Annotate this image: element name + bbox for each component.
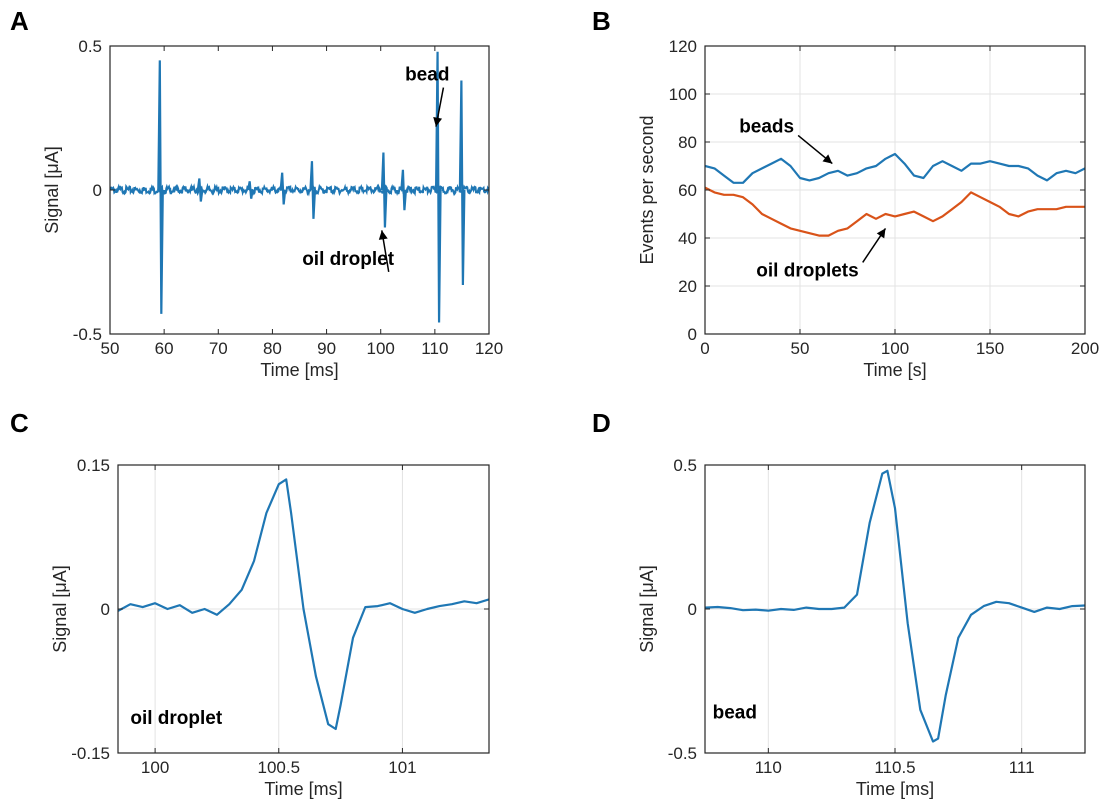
panel-b-xlabel: Time [s] — [863, 360, 926, 380]
panel-a-xtick-label-0: 50 — [101, 339, 120, 358]
panel-b-xtick-label-0: 0 — [700, 339, 709, 358]
panel-a-ytick-label-0: -0.5 — [73, 325, 102, 344]
panel-c-xtick-label-2: 101 — [388, 758, 416, 777]
panel-a-ytick-label-1: 0 — [93, 181, 102, 200]
panel-a-chart: 50 60 70 80 90 100 110 120 -0.5 0 0.5 Time [ms] Sign… — [42, 37, 503, 380]
panel-a-spike-6 — [400, 169, 408, 211]
panel-b-arrow-head-0 — [822, 154, 833, 164]
panel-d-ylabel: Signal [μA] — [637, 565, 657, 652]
panel-d-series-0 — [705, 469, 1085, 743]
panel-b-xtick-label-4: 200 — [1071, 339, 1099, 358]
panel-b-arrow-head-1 — [876, 228, 886, 239]
panel-a-xtick-label-1: 60 — [155, 339, 174, 358]
panel-a-spike-4 — [309, 161, 317, 219]
panel-b-xtick-label-3: 150 — [976, 339, 1004, 358]
panel-b-xtick-label-2: 100 — [881, 339, 909, 358]
panel-b-data — [705, 152, 1085, 237]
panel-b-ytick-label-0: 0 — [688, 325, 697, 344]
panel-a-series-baseline — [110, 182, 489, 198]
panel-a-arrow-head-1 — [378, 230, 388, 240]
panel-a-spike-3 — [279, 172, 287, 205]
panel-d-xtick-label-2: 111 — [1009, 758, 1035, 777]
panel-a-ytick-label-2: 0.5 — [78, 37, 102, 56]
panel-d-ytick-label-0: -0.5 — [668, 744, 697, 763]
panel-a-ylabel: Signal [μA] — [42, 146, 62, 233]
panel-d-xlabel: Time [ms] — [856, 779, 934, 799]
panel-letter-c: C — [10, 408, 29, 438]
panel-d-data — [705, 469, 1085, 743]
panel-b-annotation-1: oil droplets — [756, 260, 858, 281]
panel-b-chart: 0 50 100 150 200 0 20 40 60 80 100 120 Time [s] Event… — [637, 37, 1099, 380]
panel-letter-a: A — [10, 6, 29, 36]
panel-a-spike-8 — [458, 80, 466, 286]
panel-letter-b: B — [592, 6, 611, 36]
panel-d-xtick-label-0: 110 — [755, 758, 782, 777]
panel-b-series-0 — [705, 152, 1085, 184]
panel-a-spike-2 — [247, 181, 254, 199]
panel-b-annotation-0: beads — [739, 116, 794, 137]
panel-c-xlabel: Time [ms] — [264, 779, 342, 799]
panel-a-xtick-label-3: 80 — [263, 339, 282, 358]
panel-b-ylabel: Events per second — [637, 115, 657, 264]
panel-a-xtick-label-7: 120 — [475, 339, 503, 358]
panel-letter-d: D — [592, 408, 611, 438]
panel-d-xtick-label-1: 110.5 — [874, 758, 915, 777]
panel-d-ytick-label-1: 0 — [688, 600, 697, 619]
panel-c-ytick-label-0: -0.15 — [71, 744, 110, 763]
panel-a-spike-5 — [380, 152, 388, 228]
panel-c-xtick-label-0: 100 — [141, 758, 169, 777]
panel-c-ytick-label-1: 0 — [101, 600, 110, 619]
panel-a-xtick-label-4: 90 — [317, 339, 336, 358]
panel-a-data — [110, 51, 489, 323]
panel-d-ytick-label-2: 0.5 — [673, 456, 697, 475]
panel-c-ylabel: Signal [μA] — [50, 565, 70, 652]
panel-b-series-1 — [705, 186, 1085, 237]
panel-a-xtick-label-5: 100 — [367, 339, 395, 358]
panel-a-xtick-label-6: 110 — [421, 339, 448, 358]
panel-a-xlabel: Time [ms] — [260, 360, 338, 380]
panel-c-chart: 100 100.5 101 -0.15 0 0.15 Time [ms] Signal [μA… — [50, 456, 490, 799]
panel-b-ytick-label-5: 100 — [669, 85, 697, 104]
panel-c-annotation-0: oil droplet — [130, 708, 223, 729]
panel-c-data — [118, 478, 489, 731]
panel-b-ytick-label-6: 120 — [669, 37, 697, 56]
panel-c-xtick-label-1: 100.5 — [257, 758, 300, 777]
panel-c-ytick-label-2: 0.15 — [77, 456, 110, 475]
panel-a-spike-1 — [196, 178, 204, 202]
panel-b-ytick-label-1: 20 — [678, 277, 697, 296]
panel-d-chart: 110 110.5 111 -0.5 0 0.5 Time [ms] Signal [μA] b… — [637, 456, 1086, 799]
panel-b-ytick-label-3: 60 — [678, 181, 697, 200]
panel-c-series-0 — [118, 478, 489, 731]
panel-b-ytick-label-4: 80 — [678, 133, 697, 152]
panel-b-xtick-label-1: 50 — [791, 339, 810, 358]
panel-d-annotation-0: bead — [713, 702, 757, 723]
panel-a-arrow-head-0 — [433, 116, 443, 127]
panel-a-xtick-label-2: 70 — [209, 339, 228, 358]
panel-b-ytick-label-2: 40 — [678, 229, 697, 248]
panel-a-annotation-0: bead — [405, 65, 449, 86]
panel-a-spike-0 — [157, 60, 164, 314]
panel-a-annotation-1: oil droplet — [302, 249, 395, 270]
